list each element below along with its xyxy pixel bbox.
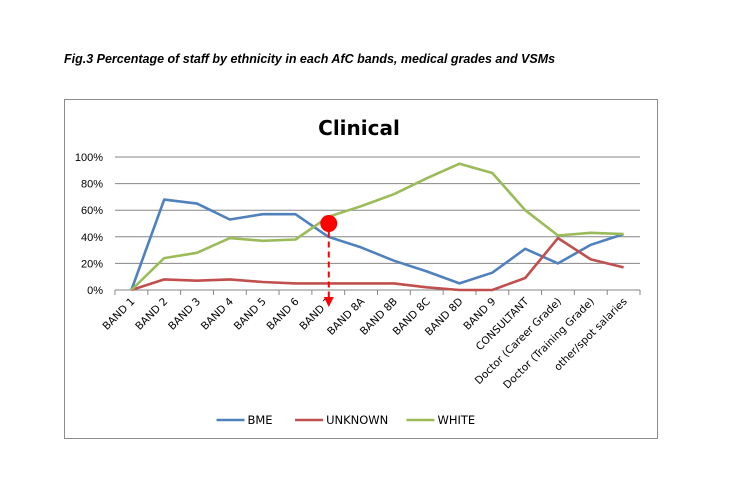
x-tick-label: BAND 6 [265,295,302,332]
annotation-arrow-head [323,297,334,307]
series-line-white [130,162,624,291]
annotation-marker [320,215,338,232]
legend-label-white: WHITE [438,413,476,427]
figure-caption: Fig.3 Percentage of staff by ethnicity i… [64,52,556,66]
y-tick-label: 20% [81,258,103,270]
y-tick-label: 40% [81,232,103,244]
legend-label-bme: BME [248,413,273,427]
y-tick-label: 60% [81,205,103,217]
series-line-unknown [131,236,624,292]
x-tick-label: BAND 4 [199,295,236,332]
y-tick-label: 0% [87,285,103,297]
x-tick-label: BAND 3 [166,296,203,333]
y-tick-label: 100% [75,152,103,164]
legend-label-unknown: UNKNOWN [326,413,388,427]
x-tick-label: BAND 5 [232,296,269,333]
chart-frame [64,99,658,439]
chart-title: Clinical [318,116,400,140]
series-line-bme [130,198,625,291]
x-tick-label: BAND 2 [133,296,170,333]
y-tick-label: 80% [81,179,103,191]
x-tick-label: BAND 1 [101,296,138,333]
